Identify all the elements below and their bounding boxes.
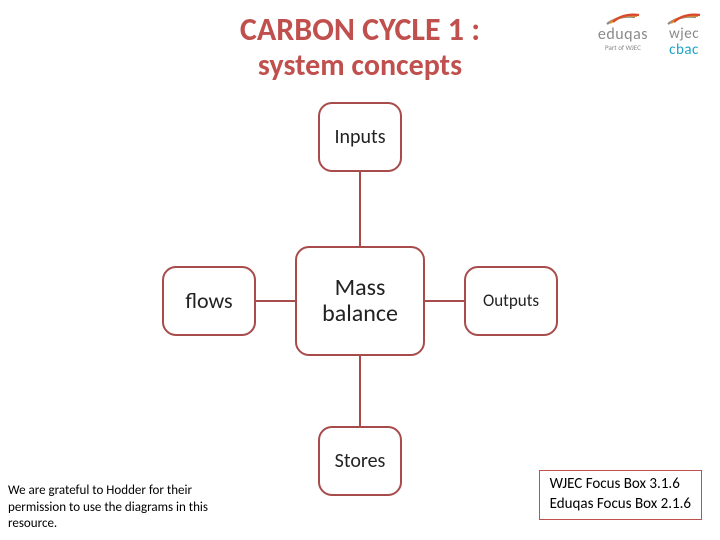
concept-diagram: Massbalance Inputs Stores flows Outputs [0,0,720,540]
focus-line-2: Eduqas Focus Box 2.1.6 [550,495,691,515]
connector-left [256,300,295,302]
node-right: Outputs [464,266,558,336]
connector-right [425,300,464,302]
focus-box: WJEC Focus Box 3.1.6 Eduqas Focus Box 2.… [539,470,702,520]
node-center-label: Massbalance [322,275,398,328]
node-left: flows [162,266,256,336]
node-left-label: flows [185,289,232,313]
node-top-label: Inputs [334,126,385,148]
node-center: Massbalance [295,246,425,356]
focus-line-1: WJEC Focus Box 3.1.6 [550,475,691,495]
node-top: Inputs [318,102,402,172]
credit-text: We are grateful to Hodder for their perm… [8,483,248,532]
node-bottom: Stores [318,426,402,496]
connector-top [359,172,361,246]
node-bottom-label: Stores [335,450,386,472]
connector-bottom [359,356,361,426]
node-right-label: Outputs [483,292,539,311]
